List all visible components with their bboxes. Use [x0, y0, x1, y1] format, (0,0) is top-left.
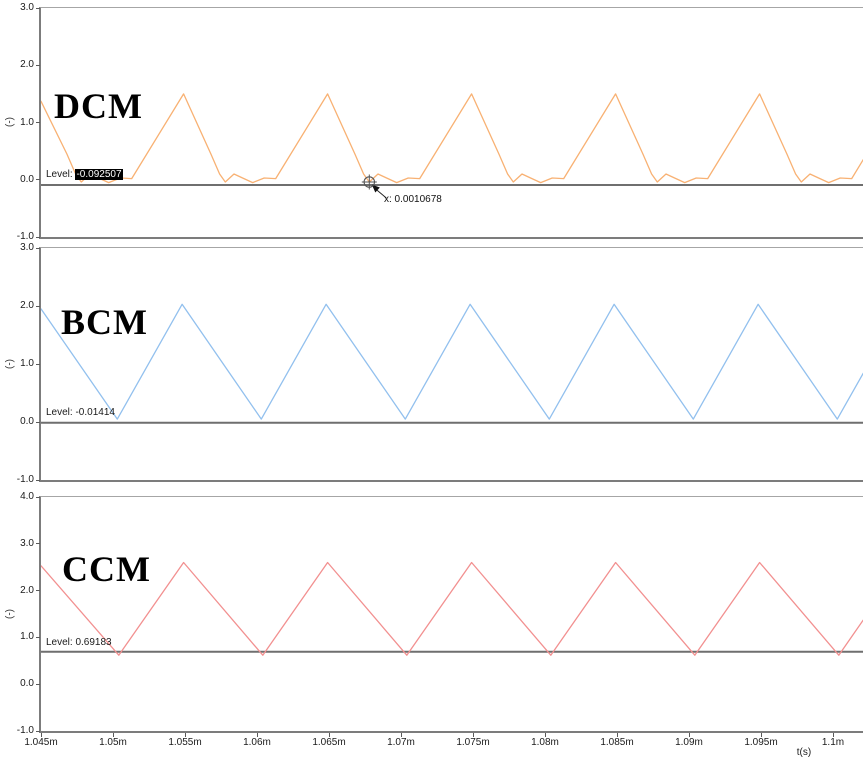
- x-axis-title: t(s): [796, 747, 812, 758]
- dcm-waveform-plot: [41, 93, 863, 199]
- level-value-bcm[interactable]: -0.01414: [75, 407, 115, 418]
- level-label: Level:: [46, 169, 76, 180]
- x-tick-label: 1.045m: [24, 737, 58, 748]
- y-tick-mark: [36, 122, 40, 123]
- y-tick-mark: [36, 684, 40, 685]
- x-tick-label: 1.075m: [456, 737, 490, 748]
- x-tick-label: 1.09m: [675, 737, 703, 748]
- panel-title-bcm: BCM: [61, 302, 148, 342]
- x-tick-mark: [473, 733, 474, 737]
- y-tick-label: -1.0: [16, 725, 34, 736]
- y-axis-label-ccm: (-): [4, 609, 16, 619]
- y-tick-mark: [36, 590, 40, 591]
- x-tick-label: 1.05m: [99, 737, 127, 748]
- x-tick-mark: [329, 733, 330, 737]
- y-tick-label: 0.0: [20, 678, 34, 689]
- waveform-trace: [41, 93, 863, 184]
- y-tick-label: 2.0: [20, 300, 34, 311]
- level-readout-bcm[interactable]: Level: -0.01414: [46, 407, 115, 419]
- ccm-waveform-plot: [41, 561, 863, 656]
- x-tick-mark: [545, 733, 546, 737]
- y-tick-mark: [36, 248, 40, 249]
- y-tick-mark: [36, 422, 40, 423]
- y-tick-mark: [36, 480, 40, 481]
- level-readout-dcm[interactable]: Level: -0.092507: [46, 169, 123, 181]
- y-tick-mark: [36, 179, 40, 180]
- panel-bcm: BCM Level: -0.01414: [39, 247, 863, 482]
- y-tick-label: 1.0: [20, 117, 34, 128]
- y-tick-mark: [36, 731, 40, 732]
- y-tick-mark: [36, 497, 40, 498]
- y-tick-label: 0.0: [20, 174, 34, 185]
- y-tick-label: 0.0: [20, 416, 34, 427]
- y-tick-label: 3.0: [20, 242, 34, 253]
- y-tick-label: 2.0: [20, 59, 34, 70]
- y-tick-mark: [36, 364, 40, 365]
- y-tick-label: 1.0: [20, 358, 34, 369]
- x-tick-mark: [113, 733, 114, 737]
- x-tick-mark: [257, 733, 258, 737]
- x-tick-label: 1.065m: [312, 737, 346, 748]
- x-tick-mark: [185, 733, 186, 737]
- cursor-x-label: x: 0.0010678: [384, 194, 442, 205]
- y-tick-label: -1.0: [16, 231, 34, 242]
- y-tick-label: 3.0: [20, 538, 34, 549]
- y-tick-mark: [36, 237, 40, 238]
- y-tick-mark: [36, 306, 40, 307]
- level-label: Level:: [46, 637, 76, 648]
- cursor-arrowhead: [371, 184, 380, 193]
- x-tick-label: 1.1m: [821, 737, 845, 748]
- y-tick-label: -1.0: [16, 474, 34, 485]
- level-label: Level:: [46, 407, 76, 418]
- bcm-waveform-plot: [41, 303, 863, 424]
- level-value-dcm[interactable]: -0.092507: [75, 169, 123, 180]
- level-readout-ccm[interactable]: Level: 0.69183: [46, 637, 112, 649]
- x-tick-label: 1.085m: [600, 737, 634, 748]
- y-tick-label: 1.0: [20, 631, 34, 642]
- x-tick-mark: [689, 733, 690, 737]
- x-tick-label: 1.08m: [531, 737, 559, 748]
- x-tick-mark: [41, 733, 42, 737]
- panel-title-ccm: CCM: [62, 549, 151, 589]
- y-tick-mark: [36, 8, 40, 9]
- panel-title-dcm: DCM: [54, 86, 143, 126]
- x-tick-label: 1.06m: [243, 737, 271, 748]
- x-tick-label: 1.055m: [168, 737, 202, 748]
- y-tick-mark: [36, 543, 40, 544]
- level-value-ccm[interactable]: 0.69183: [75, 637, 112, 648]
- y-tick-label: 2.0: [20, 585, 34, 596]
- x-tick-mark: [401, 733, 402, 737]
- y-tick-label: 3.0: [20, 2, 34, 13]
- y-tick-label: 4.0: [20, 491, 34, 502]
- y-tick-mark: [36, 65, 40, 66]
- waveform-trace: [41, 303, 863, 420]
- waveform-trace: [41, 561, 863, 656]
- x-tick-mark: [833, 733, 834, 737]
- panel-dcm: DCM Level: -0.092507: [39, 7, 863, 239]
- x-tick-mark: [761, 733, 762, 737]
- y-tick-mark: [36, 637, 40, 638]
- panel-ccm: CCM Level: 0.69183: [39, 496, 863, 733]
- x-tick-mark: [617, 733, 618, 737]
- x-tick-label: 1.07m: [387, 737, 415, 748]
- x-tick-label: 1.095m: [744, 737, 778, 748]
